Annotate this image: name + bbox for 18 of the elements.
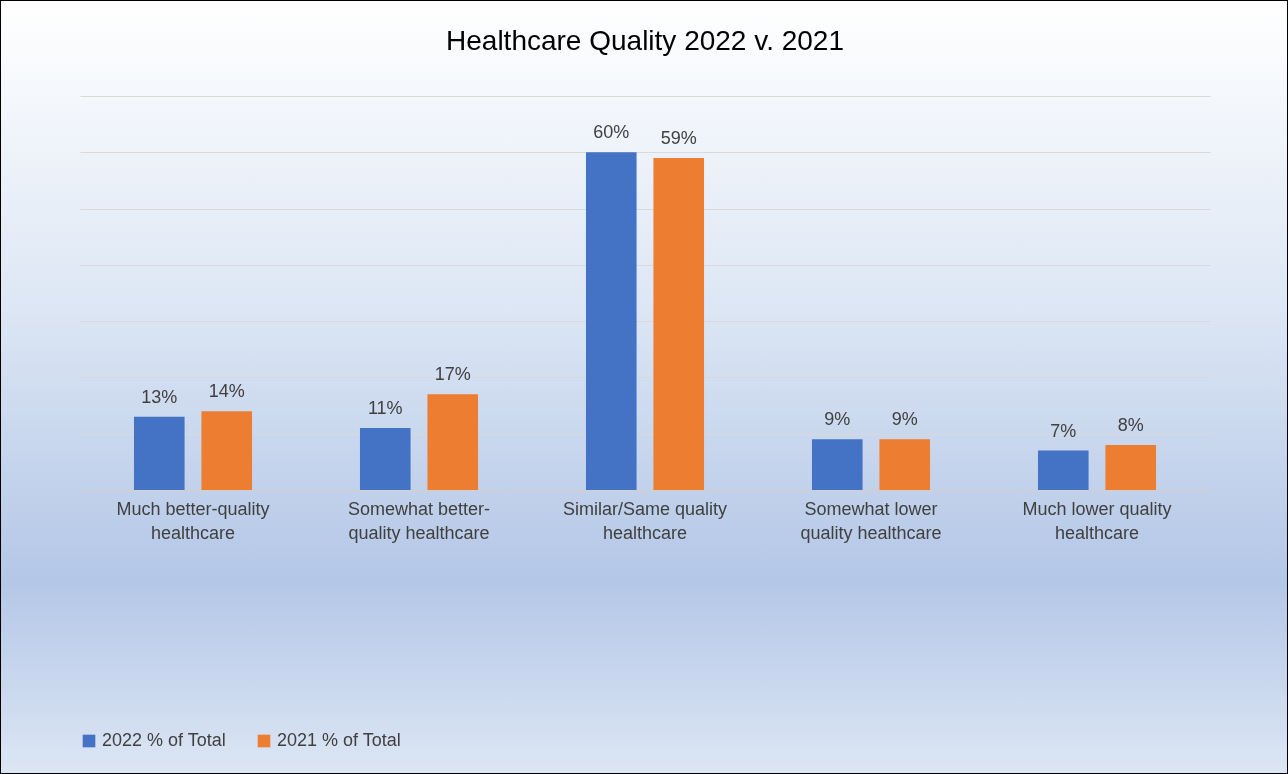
data-label: 7% (1050, 420, 1077, 441)
data-label: 60% (593, 122, 630, 143)
x-tick-label: Somewhat lower quality healthcare (800, 498, 942, 543)
data-label: 11% (367, 398, 403, 419)
x-tick-label: Somewhat better-quality healthcare (347, 498, 491, 543)
x-tick-label: Similar/Same quality healthcare (562, 498, 728, 543)
legend-label: 2021 % of Total (277, 730, 401, 750)
data-label: 9% (891, 409, 918, 430)
data-label: 14% (208, 381, 245, 402)
chart-title: Healthcare Quality 2022 v. 2021 (446, 25, 844, 56)
x-tick-label: Much lower quality healthcare (1022, 498, 1172, 543)
data-label: 17% (434, 364, 471, 385)
data-label: 8% (1117, 414, 1144, 435)
data-label: 9% (824, 409, 851, 430)
legend-label: 2022 % of Total (102, 730, 226, 750)
data-label: 59% (660, 127, 697, 148)
data-label: 13% (141, 386, 178, 407)
x-tick-label: Much better-quality healthcare (116, 498, 270, 543)
